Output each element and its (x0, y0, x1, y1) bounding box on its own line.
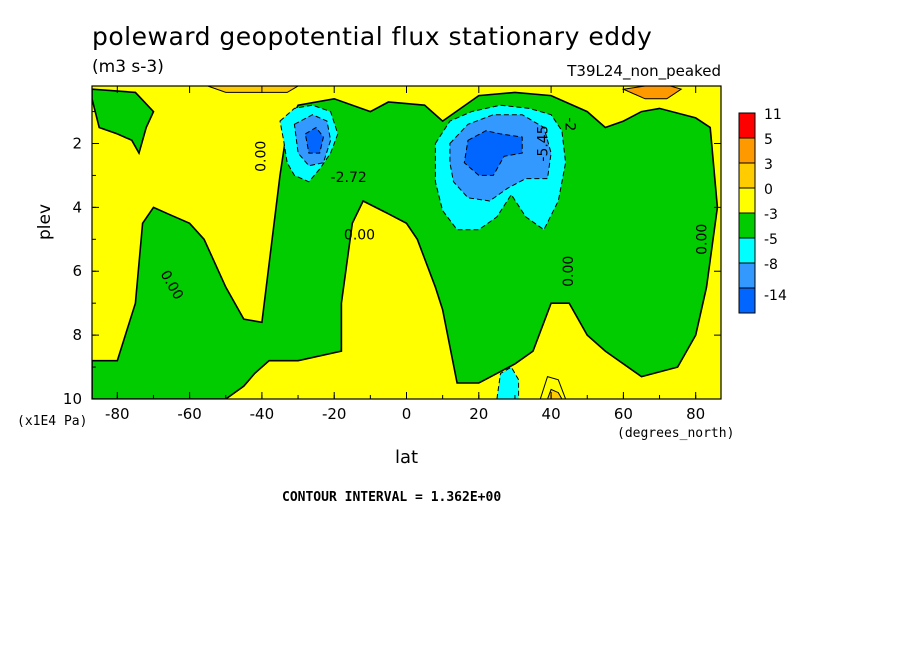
y-tick-label-0: 2 (72, 134, 82, 152)
x-tick-label-1: -60 (177, 405, 202, 423)
colorbar-swatch-4 (738, 212, 756, 239)
colorbar-label-7: -14 (764, 288, 787, 304)
contour-interval: CONTOUR INTERVAL = 1.362E+00 (282, 490, 502, 505)
x-tick-label-5: 20 (469, 405, 488, 423)
contour-label-0: 0.00 (254, 141, 270, 172)
contour-label-7: 0.00 (695, 224, 711, 255)
colorbar-swatch-5 (738, 237, 756, 264)
y-tick-label-1: 4 (72, 198, 82, 216)
x-axis-unit: (degrees_north) (617, 426, 735, 441)
contour-region-4 (304, 126, 324, 154)
colorbar-label-3: 0 (764, 182, 773, 198)
chart-units: (m3 s-3) (92, 57, 164, 77)
colorbar-swatch-0 (738, 112, 756, 139)
y-tick-label-3: 8 (72, 326, 82, 344)
colorbar-label-5: -5 (764, 232, 778, 248)
y-axis-unit: (x1E4 Pa) (17, 414, 88, 429)
x-tick-label-2: -40 (250, 405, 275, 423)
contour-label-6: 0.00 (561, 256, 577, 287)
colorbar-label-2: 3 (764, 157, 773, 173)
colorbar-swatch-6 (738, 262, 756, 289)
run-label: T39L24_non_peaked (567, 62, 721, 80)
y-tick-label-4: 10 (63, 390, 82, 408)
x-tick-label-6: 40 (542, 405, 561, 423)
x-tick-label-4: 0 (402, 405, 412, 423)
contour-region-7 (463, 130, 523, 176)
contour-region-1 (92, 88, 155, 156)
contour-region-12 (207, 86, 300, 93)
x-tick-label-3: -20 (322, 405, 347, 423)
contour-label-5: -2 (562, 117, 578, 131)
colorbar-label-1: 5 (764, 132, 773, 148)
contour-region-8 (496, 366, 520, 399)
y-tick-label-2: 6 (72, 262, 82, 280)
colorbar-label-6: -8 (764, 257, 778, 273)
colorbar-label-4: -3 (764, 207, 778, 223)
colorbar-swatch-7 (738, 287, 756, 314)
contour-label-2: 0.00 (344, 227, 375, 243)
x-axis-label: lat (395, 447, 419, 468)
x-tick-label-0: -80 (105, 405, 130, 423)
contour-region-11 (621, 86, 683, 100)
colorbar-swatch-1 (738, 137, 756, 164)
x-tick-label-7: 60 (614, 405, 633, 423)
colorbar-swatch-2 (738, 162, 756, 189)
contour-label-4: -5.45 (535, 125, 551, 161)
colorbar-swatch-3 (738, 187, 756, 214)
chart-title: poleward geopotential flux stationary ed… (92, 22, 653, 51)
colorbar-label-0: 11 (764, 107, 782, 123)
contour-label-1: -2.72 (331, 170, 367, 186)
x-tick-label-8: 80 (686, 405, 705, 423)
